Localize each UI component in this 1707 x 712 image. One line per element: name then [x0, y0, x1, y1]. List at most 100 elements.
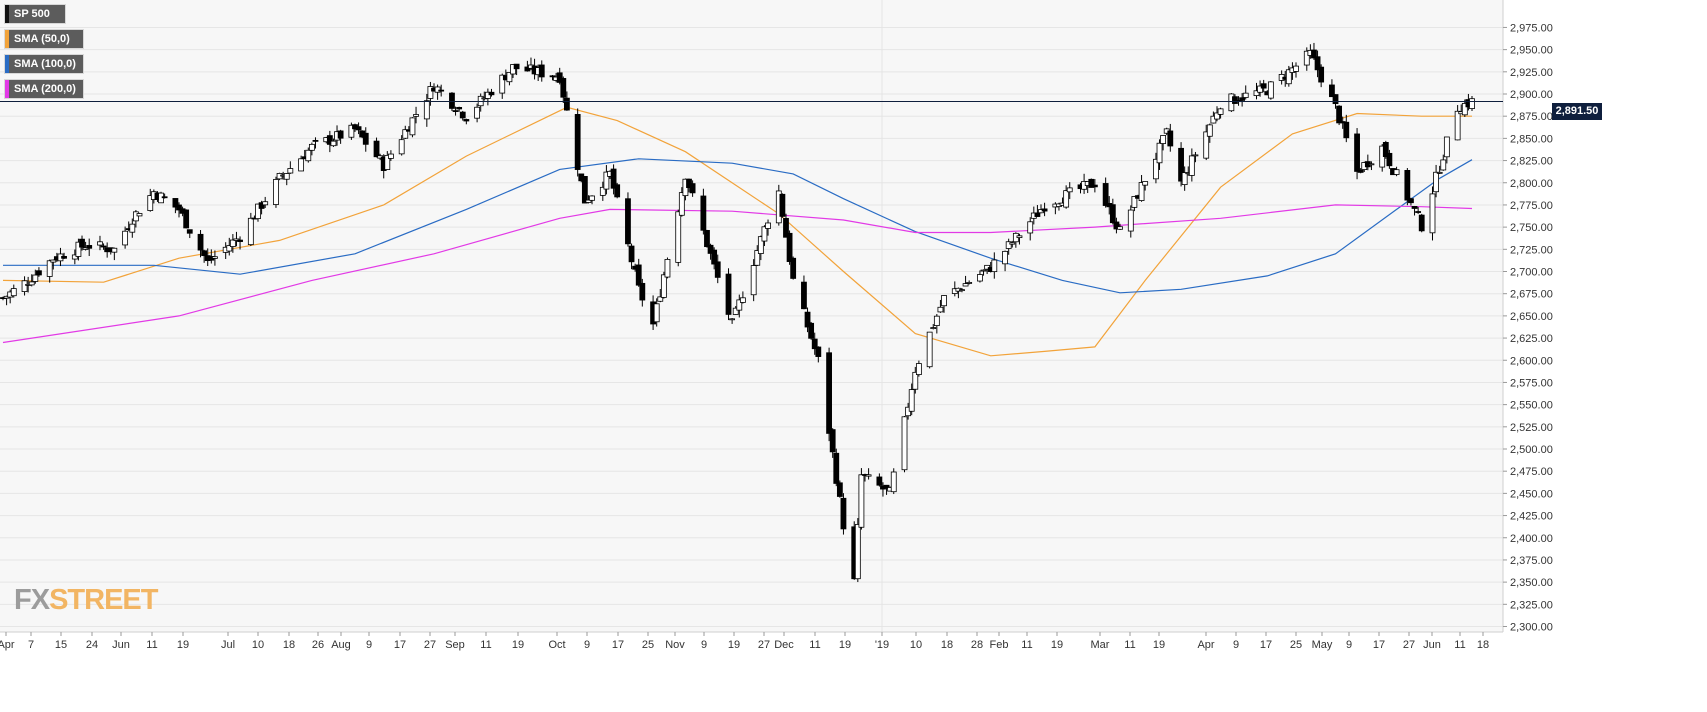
candle-body-down	[704, 230, 710, 248]
candle-body-down	[614, 184, 621, 198]
candle	[337, 129, 344, 144]
candle-body-up	[933, 315, 940, 326]
candle-body-down	[337, 130, 344, 139]
candle	[459, 110, 466, 121]
y-tick-label: 2,950.00	[1510, 45, 1553, 57]
candle	[1210, 111, 1217, 124]
x-tick-label: 11	[809, 639, 820, 651]
candle-body-up	[255, 203, 261, 220]
candle	[488, 88, 495, 97]
candle	[790, 256, 797, 280]
candle	[1009, 240, 1016, 248]
x-tick-label: 15	[55, 639, 67, 651]
candle	[326, 130, 333, 153]
candle	[111, 247, 118, 261]
candle	[1153, 152, 1159, 184]
x-tick-label: Nov	[665, 639, 685, 651]
y-tick-label: 2,300.00	[1510, 622, 1553, 634]
candle	[1113, 217, 1120, 234]
candle	[1117, 223, 1123, 230]
candle	[811, 332, 818, 355]
candle-body-down	[61, 256, 67, 259]
x-tick-label: 7	[28, 639, 34, 651]
candle-body-down	[373, 140, 380, 158]
candle-body-up	[1192, 154, 1199, 157]
x-tick-label: 11	[1124, 639, 1135, 651]
candle	[247, 212, 254, 246]
candle	[941, 295, 947, 313]
x-tick-label: 18	[941, 639, 953, 651]
legend-item-sp500[interactable]: SP 500	[4, 4, 66, 24]
candle-body-down	[1408, 198, 1414, 204]
candle	[161, 193, 168, 199]
candle-body-down	[1343, 121, 1350, 139]
candle	[1131, 195, 1138, 212]
candle	[384, 151, 391, 170]
candle	[513, 63, 520, 76]
candle	[589, 195, 595, 205]
candle-body-up	[1002, 250, 1008, 265]
x-tick-label: 28	[971, 639, 983, 651]
candle	[305, 147, 312, 163]
candle	[966, 280, 973, 285]
candle	[908, 383, 915, 416]
candle	[959, 288, 965, 293]
candle	[858, 468, 865, 530]
candle-body-down	[1415, 211, 1422, 213]
candle-body-down	[836, 482, 843, 497]
candle-body-up	[1203, 131, 1210, 159]
x-tick-label: 17	[612, 639, 624, 651]
candle-body-up	[926, 331, 933, 368]
candle-body-up	[941, 295, 947, 307]
candle	[1314, 50, 1321, 78]
candle	[46, 259, 53, 283]
candle	[409, 117, 416, 138]
x-tick-label: 18	[283, 639, 295, 651]
candle-body-up	[348, 124, 355, 138]
candle	[836, 480, 843, 498]
candle	[1267, 81, 1274, 100]
candle-body-down	[1109, 204, 1116, 224]
y-tick-label: 2,675.00	[1510, 289, 1553, 301]
candle-body-down	[176, 204, 182, 211]
candle-body-down	[635, 264, 642, 286]
candle	[1214, 106, 1220, 122]
candle-body-down	[1329, 84, 1335, 98]
candle	[388, 150, 394, 161]
candle-body-down	[172, 198, 179, 208]
candle-body-down	[1314, 56, 1321, 71]
candle-body-up	[1469, 98, 1475, 109]
legend-item-sma-100[interactable]: SMA (100,0)	[4, 54, 84, 74]
candle	[732, 306, 739, 315]
candle-body-down	[826, 352, 832, 434]
candle	[736, 294, 743, 318]
legend-item-sma-200[interactable]: SMA (200,0)	[4, 79, 84, 99]
candle	[757, 235, 764, 261]
candle-body-down	[811, 338, 818, 350]
x-tick-label: 19	[728, 639, 740, 651]
candle-body-up	[474, 106, 481, 119]
candle	[704, 229, 710, 248]
candle-body-up	[212, 256, 218, 259]
candle-body-down	[1411, 206, 1418, 209]
candle-body-up	[111, 247, 118, 253]
candle	[258, 200, 265, 215]
candle	[1404, 168, 1411, 206]
legend-item-sma-50[interactable]: SMA (50,0)	[4, 29, 84, 49]
candle	[599, 181, 606, 201]
candle-body-up	[1440, 159, 1447, 171]
candle-body-down	[312, 139, 319, 142]
y-tick-label: 2,775.00	[1510, 200, 1553, 212]
candle	[1293, 62, 1299, 78]
candle-body-up	[434, 86, 441, 93]
candle-body-up	[398, 139, 405, 155]
candles	[0, 42, 1475, 583]
candle	[506, 72, 513, 86]
candle-body-up	[402, 129, 409, 139]
candle	[1303, 47, 1310, 71]
candle	[725, 268, 732, 321]
candle	[1393, 166, 1400, 177]
candle-body-up	[10, 288, 17, 297]
candle-body-up	[739, 297, 746, 303]
